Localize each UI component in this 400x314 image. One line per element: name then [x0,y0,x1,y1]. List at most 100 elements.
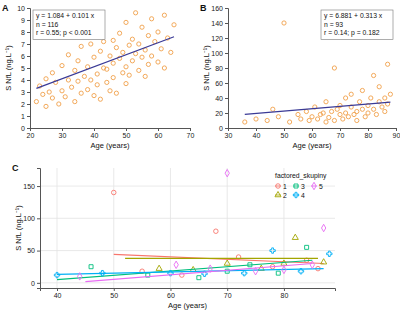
tick-mark [27,80,30,81]
tick: 150 [23,183,40,190]
axis-line [229,129,397,132]
legend-label: 3 [301,183,305,190]
tick-mark [225,128,228,129]
point [242,270,247,275]
point [321,259,327,264]
point [324,100,328,104]
legend-line [293,186,299,187]
tick: 140 [211,20,228,27]
tick-mark [27,128,30,129]
point [315,117,319,121]
point [243,120,247,124]
y-axis-title: S NfL (ng.L⁻¹) [4,45,13,91]
tick-mark [27,56,30,57]
point [271,107,275,111]
grid-line [40,186,335,187]
x-axis: 30405060708090 [225,128,400,139]
point [146,62,150,66]
point [172,23,176,27]
fit-line [245,102,391,114]
tick-label: 1 [21,113,25,120]
tick: 6 [21,53,30,60]
annotation-frame [33,10,105,40]
plot-area [54,169,332,281]
point [343,96,347,100]
tick-label: 2 [21,101,25,108]
point [121,71,125,75]
tick-label: 4 [21,77,25,84]
point [383,109,387,113]
legend-label: 2 [283,192,287,199]
legend: factored_skupiny12345 [275,172,327,199]
tick-mark [225,98,228,99]
point [169,50,173,54]
point [114,45,118,49]
point [105,80,109,84]
panel: 4050607080050100150CAge (years)S NfL (ng… [12,163,336,310]
panel-label: B [200,3,207,13]
tick-label: 100 [23,215,35,222]
y-axis-title: S NfL (ng.L⁻¹) [14,205,23,251]
annotation-frame [321,10,393,40]
tick-mark [284,288,285,291]
point [332,118,336,122]
tick: 90 [393,128,400,139]
tick-mark [170,288,171,291]
tick-mark [340,128,341,131]
tick: 70 [224,288,232,299]
panel-label: C [12,163,19,173]
point [124,20,128,24]
tick-mark [27,44,30,45]
legend-label: 4 [301,192,305,199]
x-axis: 203040506070 [27,128,195,139]
point [92,55,96,59]
tick: 60 [155,128,163,139]
tick-mark [312,128,313,131]
tick-mark [190,128,191,131]
tick-label: 8 [21,29,25,36]
tick-label: 80 [365,132,373,139]
point [73,99,77,103]
point [133,11,137,15]
tick-label: 120 [211,35,223,42]
point [89,42,93,46]
tick: 0 [219,125,228,132]
tick-mark [227,288,228,291]
point [162,13,166,17]
point [338,112,342,116]
fit-line [36,37,174,89]
tick: 50 [27,247,40,254]
point [276,271,280,275]
point [310,261,314,268]
tick-mark [62,128,63,131]
point [108,54,112,58]
point [305,245,309,249]
point [124,81,128,85]
figure: 203040506070012345678910AAge (years)S Nf… [0,0,400,314]
legend-symbol [276,184,281,189]
point [360,107,364,111]
point [224,260,230,265]
point [111,75,115,79]
point [137,68,141,72]
point [41,92,45,96]
plot-background [40,168,335,288]
tick-label: 30 [59,132,67,139]
point [162,66,166,70]
point [324,120,328,124]
tick-label: 40 [215,95,223,102]
tick: 3 [21,89,30,96]
fit-line [125,258,318,259]
tick-label: 0 [31,280,35,287]
point [111,61,115,65]
tick-label: 7 [21,41,25,48]
tick: 0 [31,280,40,287]
tick-label: 50 [281,132,289,139]
annotation-box: y = 1.084 + 0.101 xn = 116r = 0.55; p < … [33,10,105,40]
point [385,62,389,66]
tick-label: 50 [110,292,118,299]
point [254,117,258,121]
tick-mark [225,68,228,69]
point [140,55,144,59]
legend-title: factored_skupiny [275,172,327,180]
